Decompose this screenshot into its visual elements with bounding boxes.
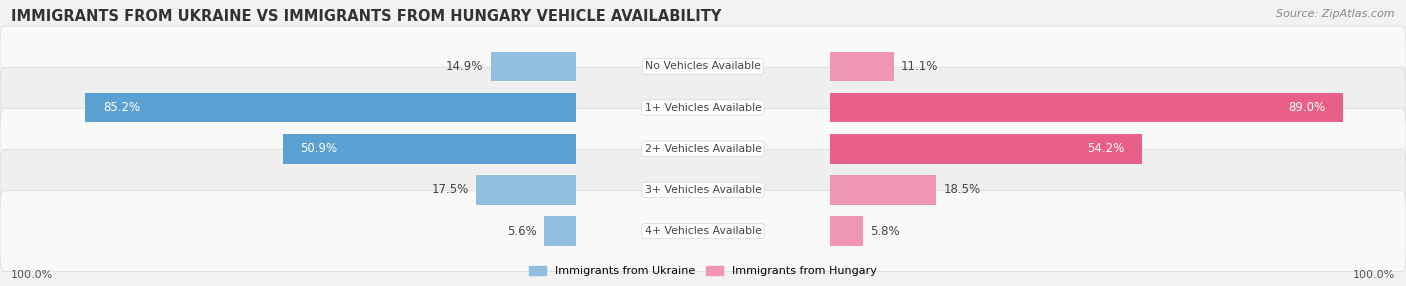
FancyBboxPatch shape [0,191,1406,271]
Bar [830,175,936,205]
Legend: Immigrants from Ukraine, Immigrants from Hungary: Immigrants from Ukraine, Immigrants from… [524,261,882,281]
Bar [830,216,863,246]
FancyBboxPatch shape [0,150,1406,230]
Text: 54.2%: 54.2% [1087,142,1125,155]
Text: 2+ Vehicles Available: 2+ Vehicles Available [644,144,762,154]
Text: 18.5%: 18.5% [943,183,980,196]
Bar [830,93,1343,122]
Text: Source: ZipAtlas.com: Source: ZipAtlas.com [1277,9,1395,19]
Bar [830,134,1142,164]
Bar [86,93,576,122]
FancyBboxPatch shape [0,26,1406,107]
Text: 100.0%: 100.0% [11,270,53,279]
Text: 85.2%: 85.2% [103,101,141,114]
Bar [475,175,576,205]
Bar [283,134,576,164]
Text: 89.0%: 89.0% [1288,101,1324,114]
FancyBboxPatch shape [0,67,1406,148]
Text: 3+ Vehicles Available: 3+ Vehicles Available [644,185,762,195]
Bar [491,51,576,81]
Text: 5.8%: 5.8% [870,225,900,238]
Text: 1+ Vehicles Available: 1+ Vehicles Available [644,103,762,112]
Text: 50.9%: 50.9% [301,142,337,155]
Bar [830,51,894,81]
Bar [544,216,576,246]
Text: 17.5%: 17.5% [432,183,468,196]
Text: No Vehicles Available: No Vehicles Available [645,61,761,71]
Text: 5.6%: 5.6% [508,225,537,238]
Text: 11.1%: 11.1% [901,60,938,73]
Text: 14.9%: 14.9% [446,60,484,73]
FancyBboxPatch shape [0,108,1406,189]
Text: 4+ Vehicles Available: 4+ Vehicles Available [644,226,762,236]
Text: 100.0%: 100.0% [1353,270,1395,279]
Text: IMMIGRANTS FROM UKRAINE VS IMMIGRANTS FROM HUNGARY VEHICLE AVAILABILITY: IMMIGRANTS FROM UKRAINE VS IMMIGRANTS FR… [11,9,721,23]
